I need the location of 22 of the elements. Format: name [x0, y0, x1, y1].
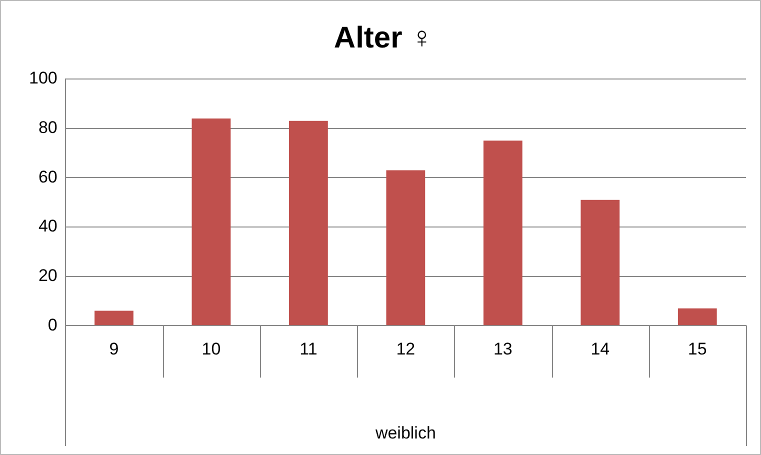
- x-axis-title: weiblich: [374, 423, 436, 442]
- bar: [483, 140, 522, 326]
- y-tick-label: 0: [48, 315, 58, 334]
- bar: [289, 120, 328, 326]
- chart-title: Alter ♀: [334, 21, 434, 54]
- bar: [94, 310, 134, 326]
- bar: [386, 170, 426, 326]
- x-tick-label: 9: [109, 339, 119, 358]
- bar: [678, 308, 717, 326]
- bar: [580, 200, 620, 326]
- y-tick-label: 20: [38, 266, 58, 285]
- y-tick-label: 100: [28, 68, 58, 88]
- x-tick-label: 11: [300, 339, 318, 358]
- x-tick-label: 15: [688, 339, 707, 358]
- y-tick-label: 80: [38, 118, 58, 138]
- x-tick-label: 13: [493, 339, 512, 358]
- x-tick-label: 12: [396, 339, 416, 358]
- y-tick-label: 60: [38, 167, 58, 186]
- x-tick-label: 14: [590, 339, 610, 358]
- bar: [192, 118, 231, 326]
- y-tick-label: 40: [38, 216, 58, 236]
- x-tick-label: 10: [202, 339, 221, 358]
